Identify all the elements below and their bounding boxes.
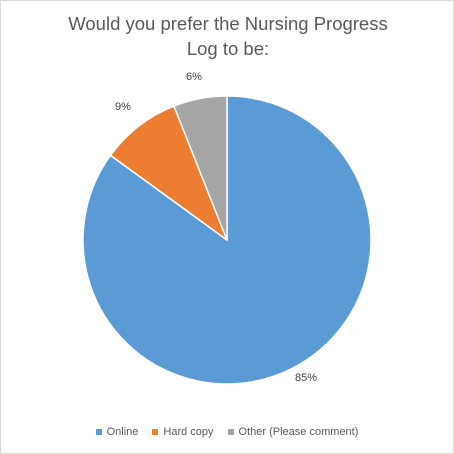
pie-slice-other [173, 95, 228, 241]
legend-swatch-online [95, 429, 102, 435]
data-label-other: 6% [186, 71, 202, 83]
legend-label-hard-copy: Hard copy [163, 426, 214, 438]
chart-title: Would you prefer the Nursing Progress Lo… [1, 11, 454, 61]
pie-slice-hard-copy [109, 105, 228, 241]
chart-title-line-2: Log to be: [186, 38, 270, 59]
legend-label-other: Other (Please comment) [238, 426, 359, 438]
data-label-online: 85% [295, 372, 317, 384]
chart-title-line-1: Would you prefer the Nursing Progress [68, 13, 388, 34]
data-label-hard-copy: 9% [115, 101, 131, 113]
legend-item-other: Other (Please comment) [227, 426, 359, 438]
legend-item-hard-copy: Hard copy [152, 426, 214, 438]
legend-item-online: Online [95, 426, 139, 438]
legend-swatch-hard-copy [152, 429, 159, 435]
legend-label-online: Online [106, 426, 139, 438]
chart-legend: Online Hard copy Other (Please comment) [0, 426, 454, 438]
legend-swatch-other [227, 429, 234, 435]
